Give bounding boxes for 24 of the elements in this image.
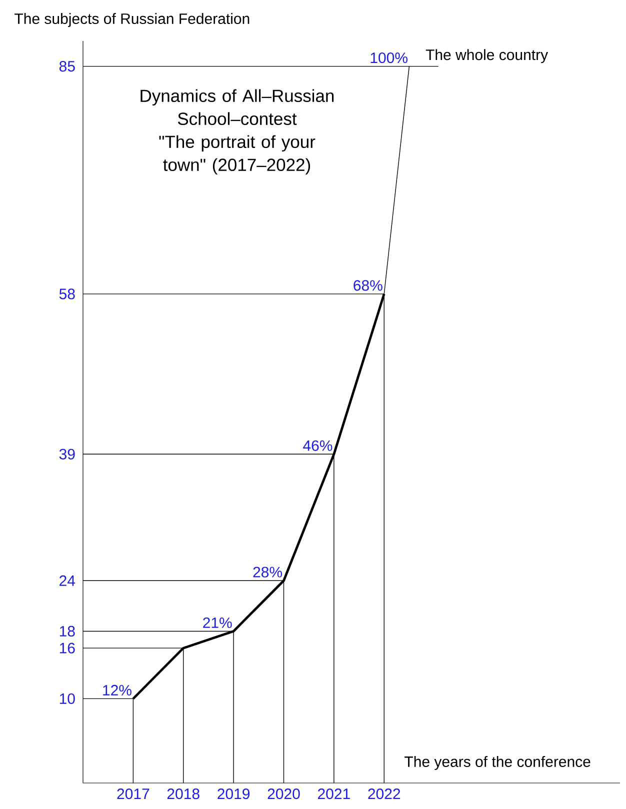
ref-line-label: The whole country — [426, 49, 548, 64]
x-tick-label: 2021 — [318, 788, 350, 800]
annotation: 100% — [370, 52, 408, 64]
y-tick-label: 85 — [59, 60, 75, 72]
x-axis-title: The years of the conference — [404, 756, 590, 770]
x-tick-label: 2019 — [218, 788, 250, 800]
annotation: 12% — [103, 684, 132, 696]
y-tick-label: 10 — [60, 693, 75, 704]
y-tick-label: 58 — [59, 288, 75, 300]
y-tick-label: 39 — [59, 448, 75, 460]
y-tick-label: 18 — [60, 626, 75, 637]
x-tick-label: 2022 — [368, 788, 400, 800]
annotation: 46% — [303, 440, 332, 451]
x-tick-label: 2020 — [268, 788, 300, 800]
y-tick-label: 24 — [60, 575, 76, 586]
text: "The portrait of your town" (2017–2022) — [159, 135, 316, 174]
text: Dynamics of All–Russian School–contest — [140, 89, 334, 126]
annotation: 68% — [354, 280, 382, 291]
annotation: 28% — [253, 566, 282, 578]
annotation: 21% — [203, 617, 232, 628]
x-tick-label: 2017 — [117, 788, 150, 800]
y-tick-label: 16 — [60, 642, 75, 654]
x-tick-label: 2018 — [167, 788, 200, 800]
y-axis-title: The subjects of Russian Federation — [14, 13, 250, 27]
